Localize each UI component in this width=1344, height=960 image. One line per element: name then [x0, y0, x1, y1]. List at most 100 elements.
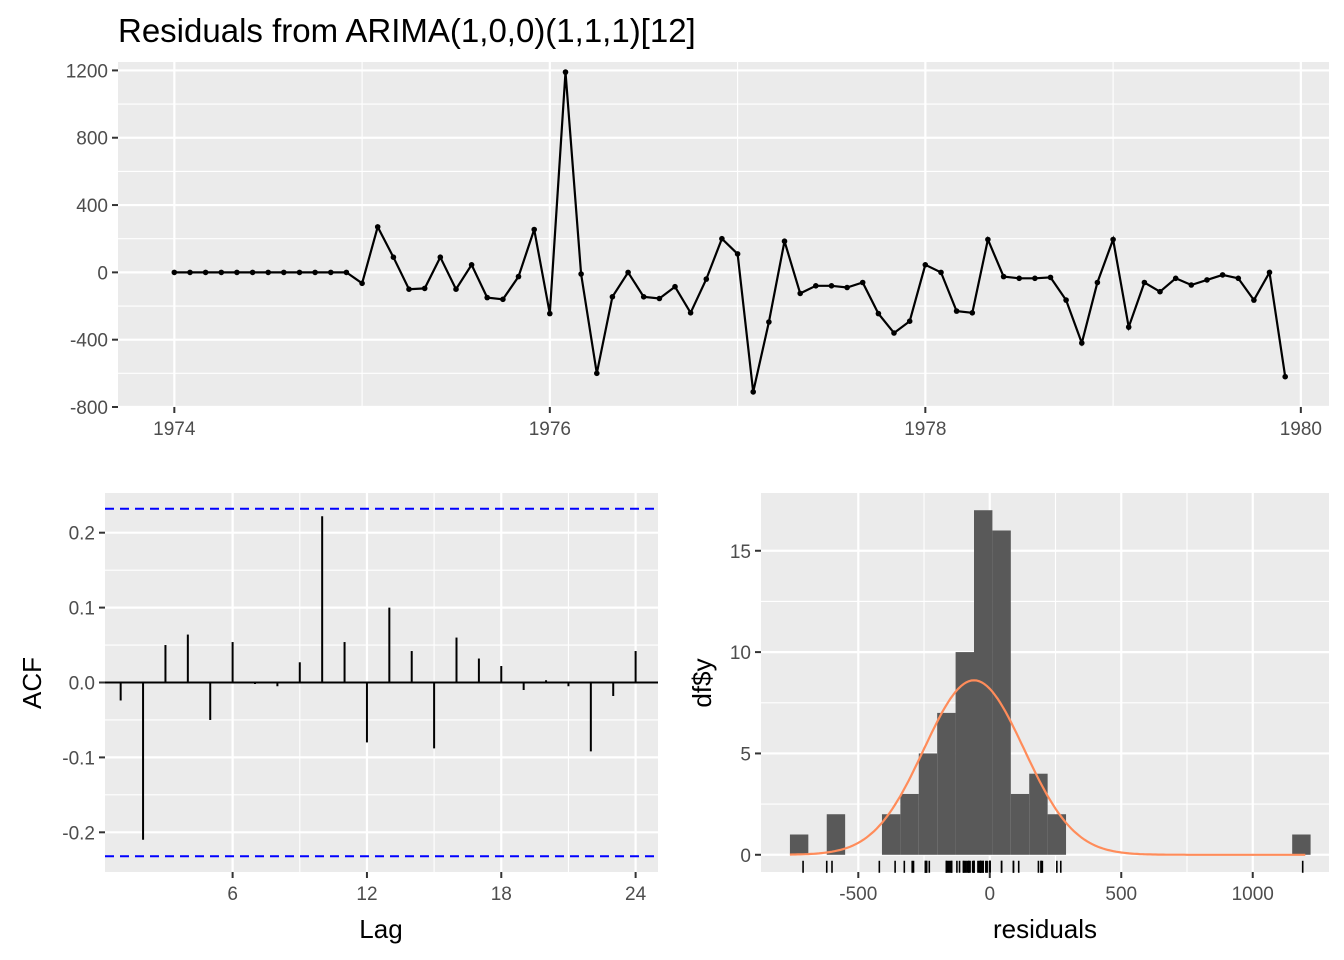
density-curve: [789, 679, 1306, 856]
figure-title: Residuals from ARIMA(1,0,0)(1,1,1)[12]: [118, 12, 696, 49]
y-tick-label: 5: [740, 744, 751, 765]
residual-point: [1079, 340, 1085, 346]
residuals-panel-background: [118, 62, 1329, 407]
residual-point: [312, 269, 318, 276]
y-tick-label: -800: [70, 398, 108, 419]
residual-point: [328, 269, 334, 276]
x-tick-label: 500: [1105, 884, 1137, 905]
residual-point: [1188, 282, 1195, 288]
residual-point: [1032, 275, 1038, 282]
residual-point: [1016, 275, 1022, 282]
residual-point: [859, 279, 866, 286]
residual-point: [547, 310, 553, 317]
residual-point: [249, 269, 256, 276]
residual-point: [1219, 272, 1226, 278]
y-tick-label: 0.0: [69, 674, 95, 695]
residual-point: [625, 269, 631, 276]
histogram-bar: [1047, 814, 1067, 855]
residual-point: [296, 269, 303, 276]
y-tick-label: 400: [76, 196, 108, 217]
residual-point: [562, 69, 569, 75]
residual-point: [484, 294, 491, 301]
residual-point: [187, 269, 193, 276]
residuals-y-axis: -800 -400 0 400 800 1200: [66, 61, 118, 419]
histogram-x-axis-label: residuals: [993, 914, 1097, 944]
residual-point: [1047, 274, 1054, 281]
residuals-series: [171, 69, 1288, 395]
residual-point: [687, 310, 694, 316]
x-tick-label: 1974: [153, 419, 196, 440]
histogram-bar: [1029, 773, 1048, 855]
histogram-bar: [992, 530, 1011, 855]
y-tick-label: 0: [740, 846, 751, 867]
acf-y-axis-label: ACF: [17, 657, 47, 709]
residual-point: [813, 283, 819, 289]
y-tick-label: 10: [730, 643, 751, 664]
y-tick-label: 800: [76, 129, 108, 150]
residuals-x-axis: 1974 1976 1978 1980: [153, 407, 1322, 440]
residual-point: [656, 295, 663, 302]
residual-point: [171, 269, 178, 276]
residual-point: [1251, 297, 1257, 303]
x-tick-label: 18: [491, 884, 512, 905]
residual-point: [875, 310, 882, 317]
residual-point: [891, 330, 897, 336]
residual-point: [1141, 279, 1148, 286]
acf-x-axis: 6 12 18 24: [227, 872, 647, 905]
acf-bars: [105, 507, 658, 858]
residual-point: [906, 318, 913, 325]
histogram-bar: [1292, 834, 1311, 855]
y-tick-label: -400: [70, 331, 108, 352]
residual-point: [1266, 269, 1273, 276]
histogram-bar: [789, 834, 809, 855]
histogram-x-axis: -500 0 500 1000: [839, 872, 1274, 905]
residual-point: [703, 276, 710, 282]
residual-point: [453, 286, 459, 293]
residual-point: [1063, 297, 1069, 303]
histogram-bar: [826, 814, 846, 855]
histogram-panel: 0 5 10 15 -500 0 500 1000 residuals df$y: [687, 493, 1329, 944]
x-tick-label: -500: [839, 884, 877, 905]
x-tick-label: 1000: [1232, 884, 1274, 905]
histogram-bar: [900, 793, 919, 855]
x-tick-label: 6: [227, 884, 238, 905]
residual-point: [234, 269, 240, 276]
residual-point: [828, 283, 835, 289]
x-tick-label: 1980: [1280, 419, 1322, 440]
residual-point: [609, 294, 616, 300]
residual-point: [421, 285, 428, 292]
residual-point: [734, 251, 741, 257]
y-tick-label: -0.1: [62, 748, 95, 769]
y-tick-label: 0: [97, 263, 108, 284]
residual-point: [374, 224, 381, 230]
residual-point: [985, 236, 991, 243]
residual-point: [515, 273, 522, 280]
histogram-bar: [955, 652, 974, 855]
residual-point: [938, 269, 944, 276]
residuals-panel: -800 -400 0 400 800 1200 1974 1976 1978 1980: [66, 61, 1329, 440]
x-tick-label: 1976: [529, 419, 571, 440]
residual-point: [1157, 288, 1163, 295]
y-tick-label: -0.2: [62, 823, 95, 844]
residual-point: [750, 389, 756, 395]
residual-point: [406, 286, 412, 293]
y-tick-label: 1200: [66, 61, 108, 82]
residual-point: [1000, 273, 1007, 280]
residual-point: [468, 262, 475, 268]
residual-point: [218, 269, 225, 276]
residual-point: [343, 269, 350, 276]
histogram-bar: [1010, 793, 1030, 855]
residual-point: [781, 238, 788, 244]
residual-point: [844, 284, 850, 291]
residual-point: [500, 296, 506, 303]
acf-x-axis-label: Lag: [359, 914, 402, 944]
residual-point: [390, 254, 397, 260]
residual-point: [640, 294, 647, 300]
residual-point: [265, 269, 272, 276]
residual-point: [578, 271, 584, 277]
residual-point: [1204, 277, 1210, 283]
residual-point: [202, 269, 209, 276]
histogram-bar: [881, 814, 901, 855]
residual-point: [969, 310, 976, 316]
